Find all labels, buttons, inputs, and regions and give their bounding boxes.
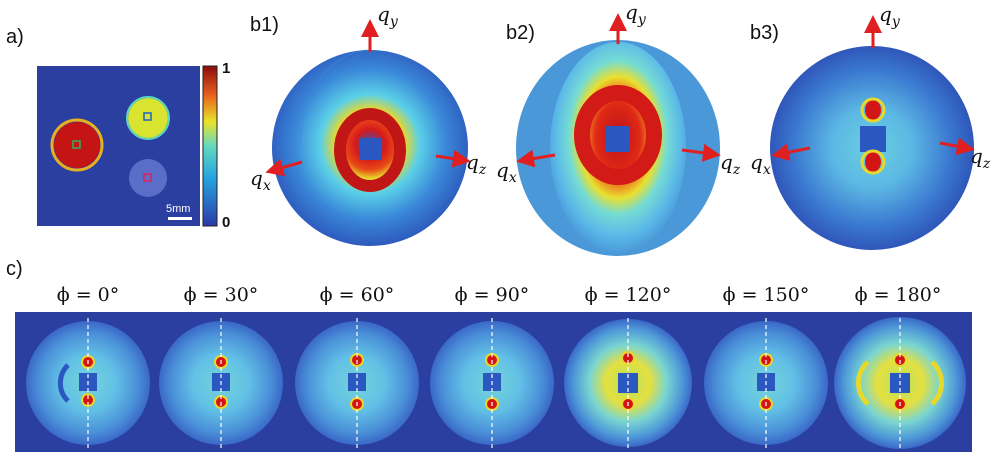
axis-qy-b1: qy [377,2,398,30]
phi-label-30: ϕ = 30° [183,284,259,306]
phi-label-60: ϕ = 60° [319,284,395,306]
axis-qx-b3: qx [750,150,771,178]
phi-label-0: ϕ = 0° [56,284,120,306]
panel-label-b3: b3) [750,22,779,44]
axis-qz-b3: qz [970,144,991,172]
phi-label-180: ϕ = 180° [854,284,942,306]
sample-spot-hot [54,122,100,168]
colorbar-max: 1 [222,60,231,77]
sphere-b2 [516,13,721,256]
disc-phi-120 [564,318,692,448]
colorbar-min: 0 [222,214,231,231]
disc-phi-60 [295,318,419,448]
axis-qx-b2: qx [496,158,517,186]
panel-label-c: c) [6,258,23,280]
sphere-b3 [770,15,975,250]
sample-spot-cool [129,159,167,197]
qx-arrow-b2 [516,149,556,168]
qz-arrow-b1 [435,149,471,168]
axis-qy-b2: qy [625,0,646,28]
disc-phi-0 [26,318,150,448]
disc-phi-180 [834,317,966,449]
panel-c-strip [15,312,972,452]
disc-phi-150 [704,318,828,448]
sphere-b1 [265,19,471,246]
phi-label-120: ϕ = 120° [584,284,672,306]
axis-qy-b3: qy [879,2,900,30]
qx-arrow-b3 [771,143,811,162]
disc-phi-90 [430,318,554,448]
colorbar [202,65,218,227]
panel-label-a: a) [6,26,24,48]
phi-label-150: ϕ = 150° [722,284,810,306]
axis-qz-b1: qz [466,150,487,178]
qx-arrow-b1 [265,158,303,177]
sample-spot-warm [128,98,168,138]
scale-bar [168,217,192,220]
qz-arrow-b3 [939,137,975,156]
axis-qx-b1: qx [250,166,271,194]
panel-label-b2: b2) [506,22,535,44]
axis-qz-b2: qz [720,150,741,178]
panel-label-b1: b1) [250,14,279,36]
disc-phi-30 [159,318,283,448]
panel-a-map [37,65,218,227]
qz-arrow-b2 [681,143,721,162]
scale-bar-label: 5mm [166,203,191,215]
phi-label-90: ϕ = 90° [454,284,530,306]
